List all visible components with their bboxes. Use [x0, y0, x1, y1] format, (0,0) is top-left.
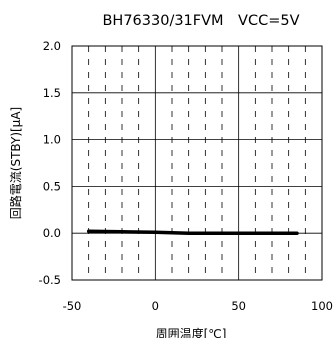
grid: [71, 45, 323, 281]
y-axis-tick-labels: -0.5 0.0 0.5 1.0 1.5 2.0: [39, 39, 61, 287]
x-axis-label: 周囲温度[℃]: [156, 326, 227, 338]
series: [86, 229, 299, 235]
x-axis-tick-labels: -50 0 50 100: [63, 299, 333, 313]
y-tick-label: 1.5: [43, 86, 61, 100]
series-line: [86, 229, 299, 235]
y-tick-label: 0.0: [43, 226, 61, 240]
x-tick-label: 0: [152, 299, 159, 313]
x-tick-label: -50: [63, 299, 82, 313]
y-axis-label: 回路電流(STBY)[μA]: [8, 107, 23, 219]
y-tick-label: 0.5: [43, 179, 61, 193]
y-tick-label: -0.5: [39, 273, 61, 287]
plot-area: [71, 45, 323, 281]
chart-title: BH76330/31FVM VCC=5V: [102, 13, 299, 29]
x-tick-label: 100: [311, 299, 333, 313]
y-tick-label: 1.0: [43, 133, 61, 147]
y-tick-label: 2.0: [43, 39, 61, 53]
x-tick-label: 50: [231, 299, 246, 313]
